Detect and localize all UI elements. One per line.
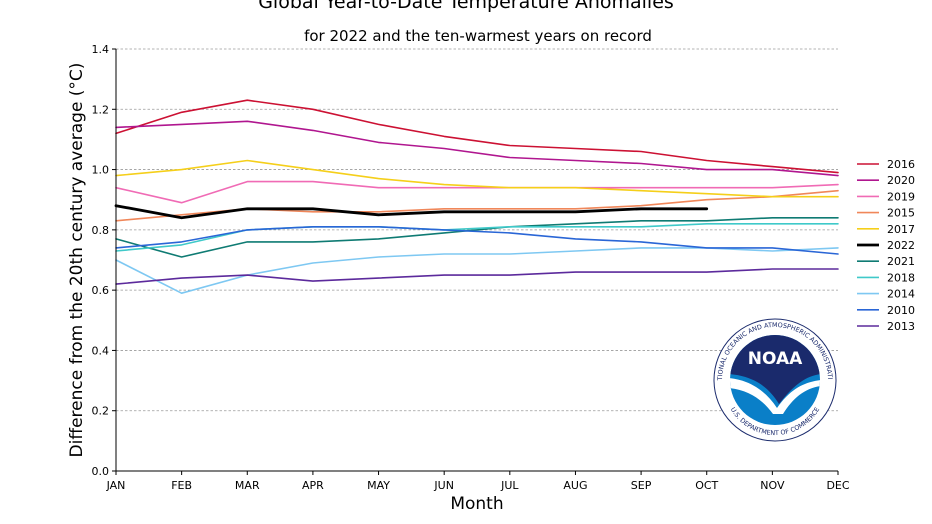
legend-label-2014: 2014 [887,288,915,301]
x-tick-label: JUN [433,479,454,492]
legend-label-2016: 2016 [887,158,915,171]
legend-label-2022: 2022 [887,239,915,252]
series-line-2020 [115,120,839,177]
x-ticks: JAN FEB MAR APR MAY JUN JUL AUG SEP OCT NOV DEC [106,471,850,492]
series-line-2022 [114,204,709,220]
y-tick-label: 0.4 [92,344,110,357]
x-tick-label: APR [302,479,324,492]
legend-label-2020: 2020 [887,174,915,187]
x-tick-label: SEP [631,479,652,492]
x-tick-label: AUG [563,479,587,492]
y-tick-label: 0.0 [92,465,110,478]
logo-disc [730,335,820,425]
legend-label-2021: 2021 [887,255,915,268]
legend-label-2018: 2018 [887,271,915,284]
logo-wordmark: NOAA [748,349,803,369]
series-line-2013 [115,268,839,285]
noaa-logo: NOAA NATIONAL OCEANIC AND ATMOSPHERIC AD… [713,318,837,442]
x-tick-label: MAR [235,479,260,492]
y-axis-label: Difference from the 20th century average… [67,63,87,458]
series-line-2010 [115,226,839,255]
x-tick-label: FEB [171,479,192,492]
y-tick-label: 1.2 [92,103,110,116]
x-tick-label: MAY [367,479,390,492]
series-lines [114,99,839,294]
x-axis-label: Month [450,494,503,514]
legend-label-2015: 2015 [887,207,915,220]
legend-label-2019: 2019 [887,190,915,203]
x-tick-label: JUL [500,479,519,492]
y-tick-label: 0.6 [92,284,110,297]
y-tick-label: 1.4 [92,43,110,56]
series-line-2017 [115,159,839,198]
chart-subtitle: for 2022 and the ten-warmest years on re… [304,27,652,45]
legend-label-2013: 2013 [887,320,915,333]
chart-title: Global Year-to-Date Temperature Anomalie… [258,0,674,13]
y-tick-label: 0.2 [92,405,110,418]
series-line-2016 [115,99,839,174]
legend: 2016 2020 2019 2015 2017 2022 2021 2018 2014 2010… [857,158,915,333]
series-line-2019 [115,180,839,204]
x-tick-label: DEC [826,479,849,492]
x-tick-label: NOV [760,479,785,492]
x-tick-label: JAN [106,479,126,492]
legend-label-2017: 2017 [887,223,915,236]
series-line-2021 [115,217,839,258]
y-tick-label: 1.0 [92,164,110,177]
y-tick-label: 0.8 [92,224,110,237]
x-tick-label: OCT [695,479,718,492]
y-ticks: 0.0 0.2 0.4 0.6 0.8 1.0 1.2 1.4 [92,43,116,478]
legend-label-2010: 2010 [887,304,915,317]
axes [115,49,838,472]
